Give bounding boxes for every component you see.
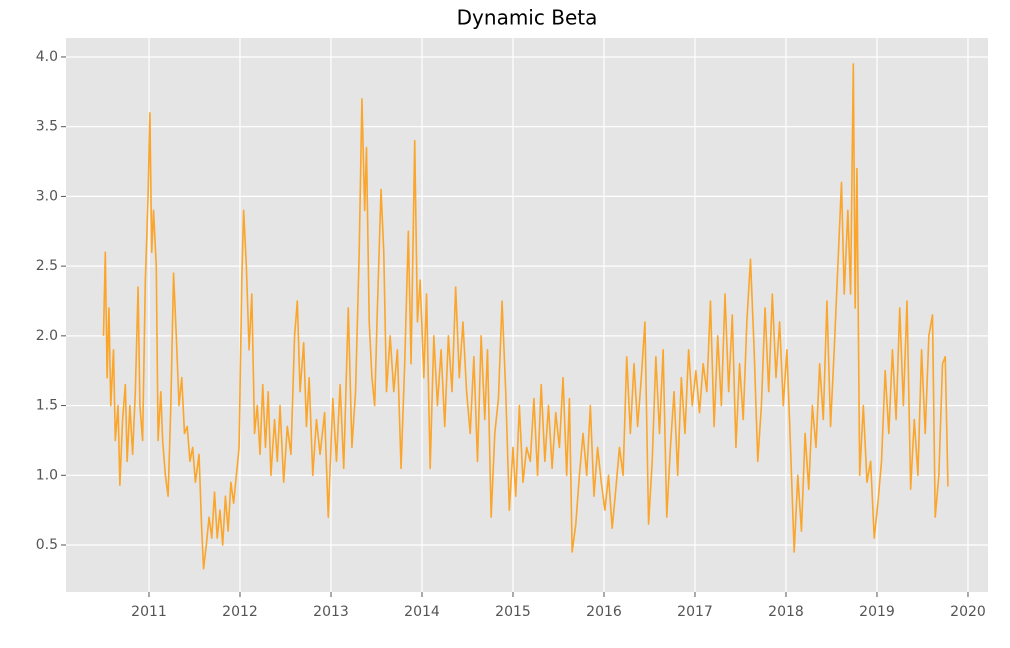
y-tick-label: 2.5 (36, 258, 58, 274)
y-tick-label: 1.0 (36, 467, 58, 483)
x-tick-label: 2016 (586, 604, 622, 620)
x-tick-label: 2012 (222, 604, 258, 620)
x-tick-label: 2013 (313, 604, 349, 620)
y-tick-label: 3.0 (36, 188, 58, 204)
y-tick-label: 3.5 (36, 119, 58, 135)
plot-area (66, 38, 988, 592)
data-line (102, 63, 949, 570)
x-tick-label: 2011 (131, 604, 167, 620)
chart-title: Dynamic Beta (457, 6, 598, 30)
x-tick-label: 2020 (950, 604, 986, 620)
y-tick-label: 2.0 (36, 328, 58, 344)
y-tick-label: 4.0 (36, 49, 58, 65)
x-tick-label: 2015 (495, 604, 531, 620)
x-tick-label: 2014 (404, 604, 440, 620)
x-tick-label: 2017 (677, 604, 713, 620)
y-tick-label: 0.5 (36, 537, 58, 553)
x-tick-label: 2018 (768, 604, 804, 620)
y-tick-label: 1.5 (36, 398, 58, 414)
x-tick-label: 2019 (859, 604, 895, 620)
